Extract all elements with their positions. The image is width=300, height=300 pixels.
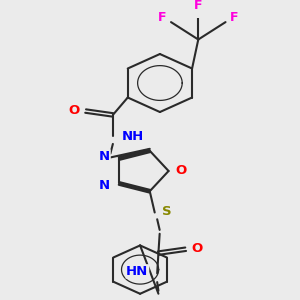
Text: HN: HN [126, 265, 148, 278]
Text: O: O [175, 164, 187, 178]
Text: F: F [230, 11, 239, 24]
Text: S: S [162, 205, 172, 218]
Text: NH: NH [122, 130, 144, 143]
Text: O: O [191, 242, 202, 255]
Text: F: F [194, 0, 202, 12]
Text: N: N [99, 179, 110, 192]
Text: N: N [99, 150, 110, 163]
Text: F: F [158, 11, 166, 24]
Text: O: O [69, 103, 80, 117]
